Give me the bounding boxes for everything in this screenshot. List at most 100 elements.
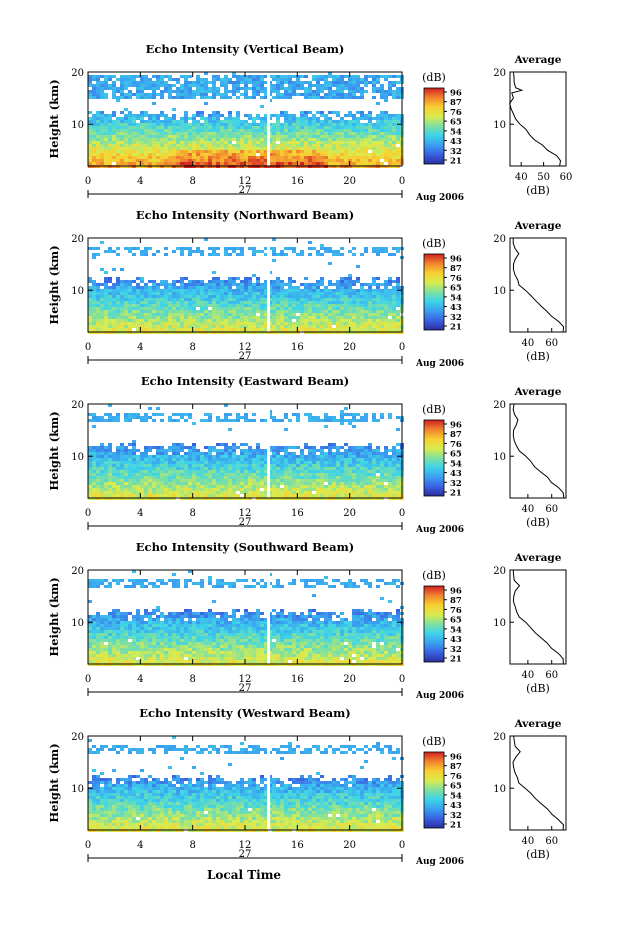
avg-y-tick-label: 10 bbox=[493, 452, 506, 463]
colorbar-tick-label: 32 bbox=[450, 479, 462, 489]
panel-4: Echo Intensity (Southward Beam)1020Heigh… bbox=[47, 540, 566, 701]
average-frame bbox=[510, 238, 566, 332]
data-gap bbox=[267, 72, 270, 166]
colorbar bbox=[424, 254, 444, 330]
average-title: Average bbox=[514, 386, 562, 398]
y-tick-label: 20 bbox=[71, 566, 84, 577]
day-label: 27 bbox=[239, 683, 252, 694]
colorbar-tick-label: 43 bbox=[450, 801, 462, 811]
colorbar-tick-label: 43 bbox=[450, 137, 462, 147]
heatmap bbox=[88, 238, 404, 334]
avg-x-tick-label: 60 bbox=[545, 338, 558, 349]
x-tick-label: 4 bbox=[137, 176, 143, 187]
colorbar bbox=[424, 88, 444, 164]
average-title: Average bbox=[514, 220, 562, 232]
x-tick-label: 20 bbox=[343, 508, 356, 519]
avg-y-tick-label: 10 bbox=[493, 120, 506, 131]
colorbar-tick-label: 43 bbox=[450, 469, 462, 479]
avg-x-axis-label: (dB) bbox=[526, 682, 550, 695]
y-tick-label: 20 bbox=[71, 732, 84, 743]
colorbar-unit: (dB) bbox=[422, 237, 446, 250]
x-tick-label: 20 bbox=[343, 840, 356, 851]
x-tick-label: 0 bbox=[399, 176, 405, 187]
x-tick-label: 0 bbox=[399, 342, 405, 353]
x-tick-label: 20 bbox=[343, 342, 356, 353]
colorbar-tick-label: 96 bbox=[450, 421, 462, 431]
colorbar-tick-label: 87 bbox=[450, 264, 462, 274]
y-axis-label: Height (km) bbox=[47, 743, 61, 822]
y-tick-label: 10 bbox=[71, 286, 84, 297]
colorbar-tick-label: 65 bbox=[450, 616, 462, 626]
y-tick-label: 10 bbox=[71, 784, 84, 795]
panel-5: Echo Intensity (Westward Beam)1020Height… bbox=[47, 706, 566, 867]
y-tick-label: 10 bbox=[71, 452, 84, 463]
panel-title: Echo Intensity (Northward Beam) bbox=[136, 208, 354, 222]
day-label: 27 bbox=[239, 185, 252, 196]
x-axis-label: Local Time bbox=[207, 868, 281, 882]
colorbar bbox=[424, 420, 444, 496]
colorbar-tick-label: 32 bbox=[450, 147, 462, 157]
colorbar-tick-label: 96 bbox=[450, 255, 462, 265]
x-tick-label: 4 bbox=[137, 508, 143, 519]
colorbar-unit: (dB) bbox=[422, 403, 446, 416]
avg-x-tick-label: 40 bbox=[522, 504, 535, 515]
x-tick-label: 0 bbox=[85, 342, 91, 353]
avg-y-tick-label: 20 bbox=[493, 234, 506, 245]
y-tick-label: 10 bbox=[71, 120, 84, 131]
avg-y-tick-label: 20 bbox=[493, 732, 506, 743]
y-axis-label: Height (km) bbox=[47, 245, 61, 324]
colorbar-tick-label: 54 bbox=[450, 625, 462, 635]
colorbar-tick-label: 65 bbox=[450, 284, 462, 294]
y-axis-label: Height (km) bbox=[47, 79, 61, 158]
y-tick-label: 10 bbox=[71, 618, 84, 629]
colorbar-tick-label: 76 bbox=[450, 274, 462, 284]
x-tick-label: 4 bbox=[137, 342, 143, 353]
heatmap bbox=[88, 736, 404, 832]
data-gap bbox=[267, 736, 270, 830]
panel-2: Echo Intensity (Northward Beam) 10 20 Heigh… bbox=[47, 208, 566, 369]
colorbar-tick-label: 76 bbox=[450, 772, 462, 782]
x-tick-label: 0 bbox=[85, 176, 91, 187]
colorbar-tick-label: 87 bbox=[450, 762, 462, 772]
x-tick-label: 0 bbox=[85, 508, 91, 519]
colorbar-tick-label: 21 bbox=[450, 655, 462, 665]
colorbar-tick-label: 65 bbox=[450, 782, 462, 792]
x-tick-label: 16 bbox=[291, 674, 304, 685]
colorbar-tick-label: 21 bbox=[450, 323, 462, 333]
avg-x-axis-label: (dB) bbox=[526, 350, 550, 363]
day-label: 27 bbox=[239, 351, 252, 362]
colorbar-tick-label: 21 bbox=[450, 821, 462, 831]
colorbar bbox=[424, 752, 444, 828]
heatmap bbox=[88, 72, 404, 168]
colorbar-tick-label: 32 bbox=[450, 313, 462, 323]
colorbar-unit: (dB) bbox=[422, 569, 446, 582]
x-tick-label: 4 bbox=[137, 674, 143, 685]
avg-x-axis-label: (dB) bbox=[526, 516, 550, 529]
colorbar-tick-label: 96 bbox=[450, 587, 462, 597]
x-tick-label: 8 bbox=[189, 342, 195, 353]
x-tick-label: 8 bbox=[189, 674, 195, 685]
avg-x-axis-label: (dB) bbox=[526, 848, 550, 861]
colorbar-tick-label: 76 bbox=[450, 440, 462, 450]
y-tick-label: 20 bbox=[71, 234, 84, 245]
colorbar-tick-label: 32 bbox=[450, 645, 462, 655]
day-label: 27 bbox=[239, 517, 252, 528]
panel-1: Echo Intensity (Vertical Beam)1020Height… bbox=[47, 42, 572, 203]
colorbar-tick-label: 54 bbox=[450, 459, 462, 469]
colorbar-tick-label: 96 bbox=[450, 89, 462, 99]
day-label: 27 bbox=[239, 849, 252, 860]
average-frame bbox=[510, 404, 566, 498]
colorbar-tick-label: 76 bbox=[450, 606, 462, 616]
heatmap bbox=[88, 570, 404, 666]
x-tick-label: 16 bbox=[291, 342, 304, 353]
panel-3: Echo Intensity (Eastward Beam)1020Height… bbox=[47, 374, 566, 535]
x-tick-label: 16 bbox=[291, 176, 304, 187]
data-gap bbox=[267, 238, 270, 332]
panel-title: Echo Intensity (Eastward Beam) bbox=[141, 374, 349, 388]
avg-y-tick-label: 20 bbox=[493, 68, 506, 79]
x-tick-label: 8 bbox=[189, 176, 195, 187]
average-frame bbox=[510, 72, 566, 166]
heatmap bbox=[88, 404, 404, 500]
x-tick-label: 0 bbox=[399, 840, 405, 851]
